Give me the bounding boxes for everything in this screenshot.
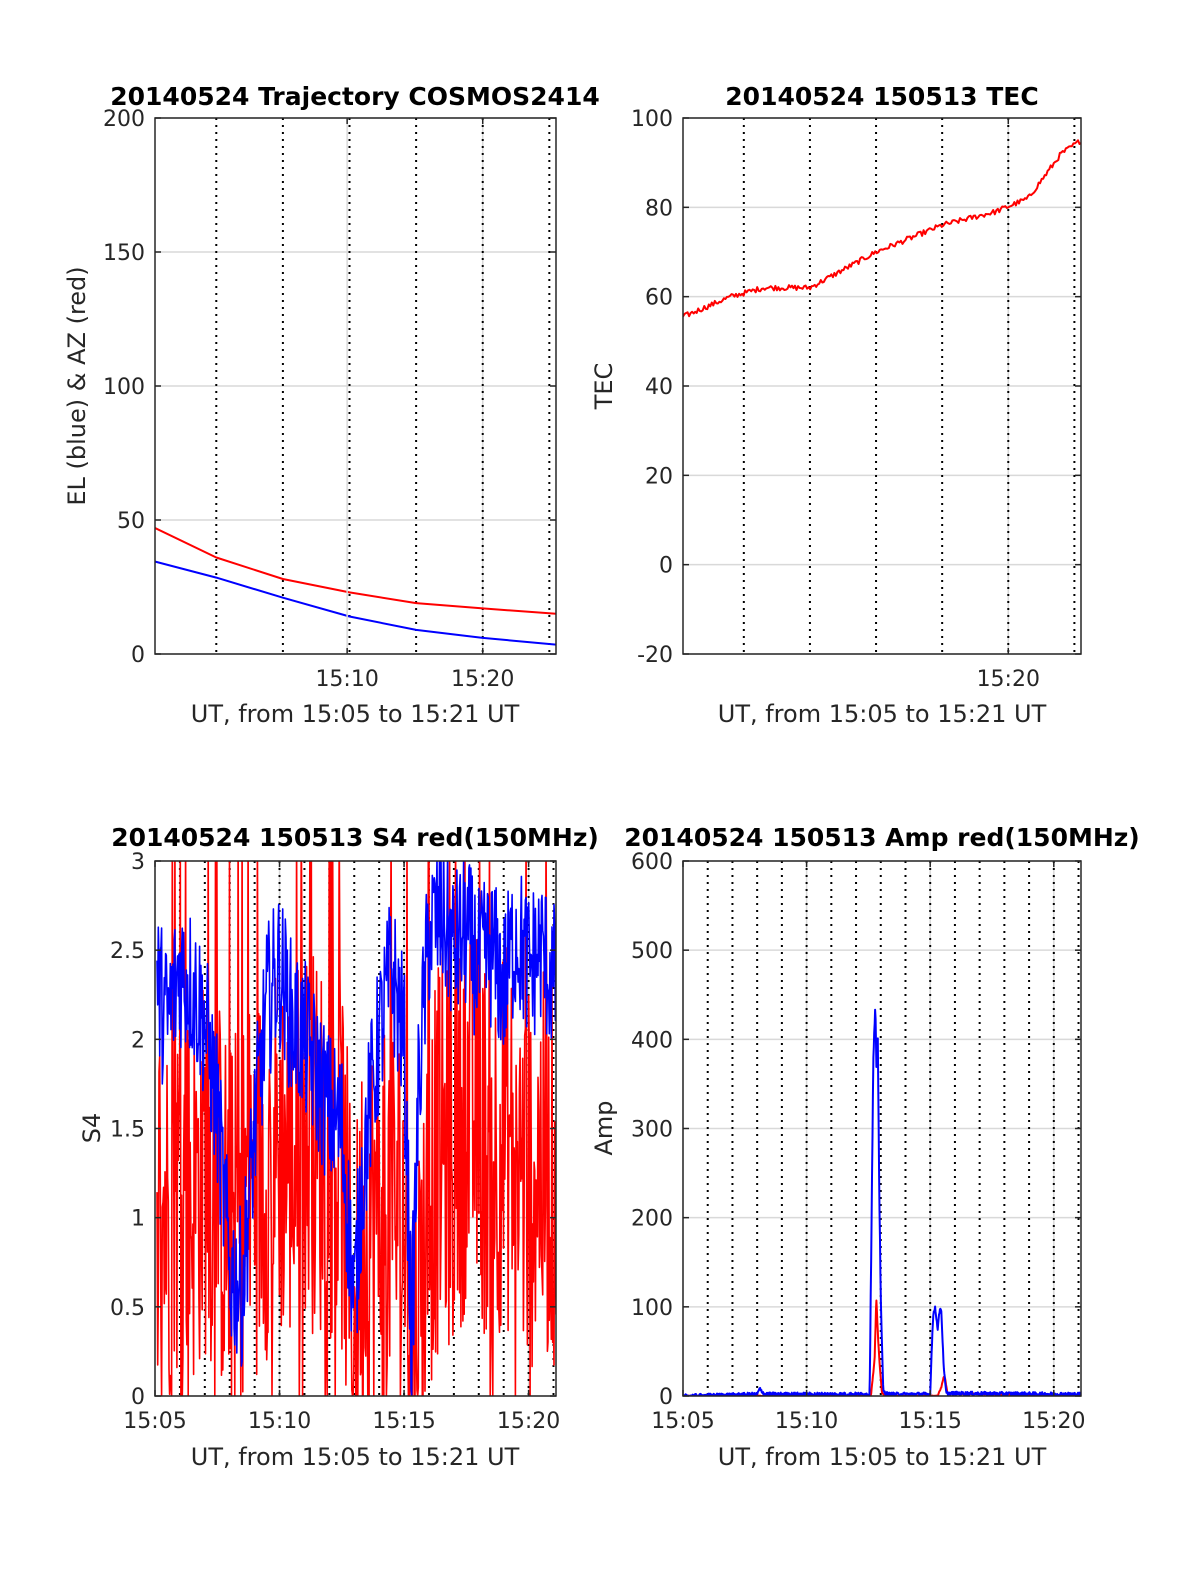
traj-ytick-label: 150 xyxy=(103,241,145,266)
amp-ytick-label: 400 xyxy=(631,1028,673,1053)
traj-ytick-label: 50 xyxy=(117,509,145,534)
panel-s4: 0 0.5 1 1.5 2 2.5 3 15:05 15:10 15:15 15:20 UT, fr… xyxy=(78,850,560,1471)
tec-title: 20140524 150513 TEC xyxy=(725,82,1038,111)
trajectory-xlabel: UT, from 15:05 to 15:21 UT xyxy=(191,700,520,728)
panel-trajectory: 20140524 Trajectory COSMOS2414 0 50 100 150… xyxy=(63,82,600,728)
tec-ytick-label: 0 xyxy=(659,554,673,579)
amp-ytick-label: 0 xyxy=(659,1385,673,1410)
traj-ytick-label: 0 xyxy=(131,643,145,668)
tec-ytick-label: 80 xyxy=(645,196,673,221)
s4-series-blue xyxy=(156,861,556,1396)
traj-series-red xyxy=(155,526,556,615)
traj-ytick-label: 100 xyxy=(103,375,145,400)
s4-ytick-label: 0.5 xyxy=(110,1296,145,1321)
tec-ytick-label: 60 xyxy=(645,286,673,311)
s4-xtick-label: 15:20 xyxy=(497,1409,560,1434)
tec-ytick-label: -20 xyxy=(637,643,673,668)
tec-xlabel: UT, from 15:05 to 15:21 UT xyxy=(718,700,1047,728)
s4-ytick-label: 0 xyxy=(131,1385,145,1410)
amp-ylabel: Amp xyxy=(590,1100,618,1155)
s4-ytick-label: 3 xyxy=(131,850,145,875)
s4-title: 20140524 150513 S4 red(150MHz) xyxy=(111,823,599,852)
s4-xlabel: UT, from 15:05 to 15:21 UT xyxy=(191,1443,520,1471)
amp-ytick-label: 200 xyxy=(631,1207,673,1232)
s4-xtick-label: 15:10 xyxy=(248,1409,311,1434)
s4-xtick-label: 15:05 xyxy=(123,1409,186,1434)
trajectory-title: 20140524 Trajectory COSMOS2414 xyxy=(110,82,600,111)
tec-ytick-label: 40 xyxy=(645,375,673,400)
amp-xtick-label: 15:10 xyxy=(775,1409,838,1434)
tec-ytick-label: 20 xyxy=(645,464,673,489)
amp-series-blue xyxy=(683,1008,1081,1396)
traj-xtick-label: 15:20 xyxy=(451,667,514,692)
trajectory-ylabel: EL (blue) & AZ (red) xyxy=(63,266,91,505)
amp-xtick-label: 15:15 xyxy=(899,1409,962,1434)
tec-ytick-label: 100 xyxy=(631,107,673,132)
amp-xlabel: UT, from 15:05 to 15:21 UT xyxy=(718,1443,1047,1471)
amp-ytick-label: 500 xyxy=(631,939,673,964)
trajectory-plot-area: 0 50 100 150 200 15:10 15:20 xyxy=(103,107,557,692)
tec-xtick-label: 15:20 xyxy=(977,667,1040,692)
amp-ytick-label: 300 xyxy=(631,1118,673,1143)
s4-xtick-label: 15:15 xyxy=(372,1409,435,1434)
tec-plot-area: -20 0 20 40 60 80 100 15:10 15:20 xyxy=(315,107,1082,692)
s4-ytick-label: 1.5 xyxy=(110,1118,145,1143)
s4-ytick-label: 2.5 xyxy=(110,939,145,964)
amp-plot-area: 0 100 200 300 400 500 600 15:05 15:10 15:15 15:20 xyxy=(631,850,1086,1434)
s4-plot-area: 0 0.5 1 1.5 2 2.5 3 15:05 15:10 15:15 15:20 xyxy=(110,850,560,1434)
s4-ytick-label: 2 xyxy=(131,1028,145,1053)
tec-series-red xyxy=(683,139,1081,318)
tec-ylabel: TEC xyxy=(590,363,618,411)
traj-series-blue xyxy=(155,560,556,646)
tec-xtick-label: 15:10 xyxy=(315,667,378,692)
amp-title: 20140524 150513 Amp red(150MHz) xyxy=(624,823,1140,852)
amp-xtick-label: 15:20 xyxy=(1022,1409,1085,1434)
amp-xtick-label: 15:05 xyxy=(651,1409,714,1434)
panel-tec: 20140524 150513 TEC -20 0 20 40 60 80 100 15:10… xyxy=(315,82,1082,728)
s4-ylabel: S4 xyxy=(78,1113,106,1144)
s4-series-red xyxy=(156,861,556,1396)
s4-ytick-label: 1 xyxy=(131,1207,145,1232)
amp-ytick-label: 600 xyxy=(631,850,673,875)
traj-ytick-label: 200 xyxy=(103,107,145,132)
amp-ytick-label: 100 xyxy=(631,1296,673,1321)
